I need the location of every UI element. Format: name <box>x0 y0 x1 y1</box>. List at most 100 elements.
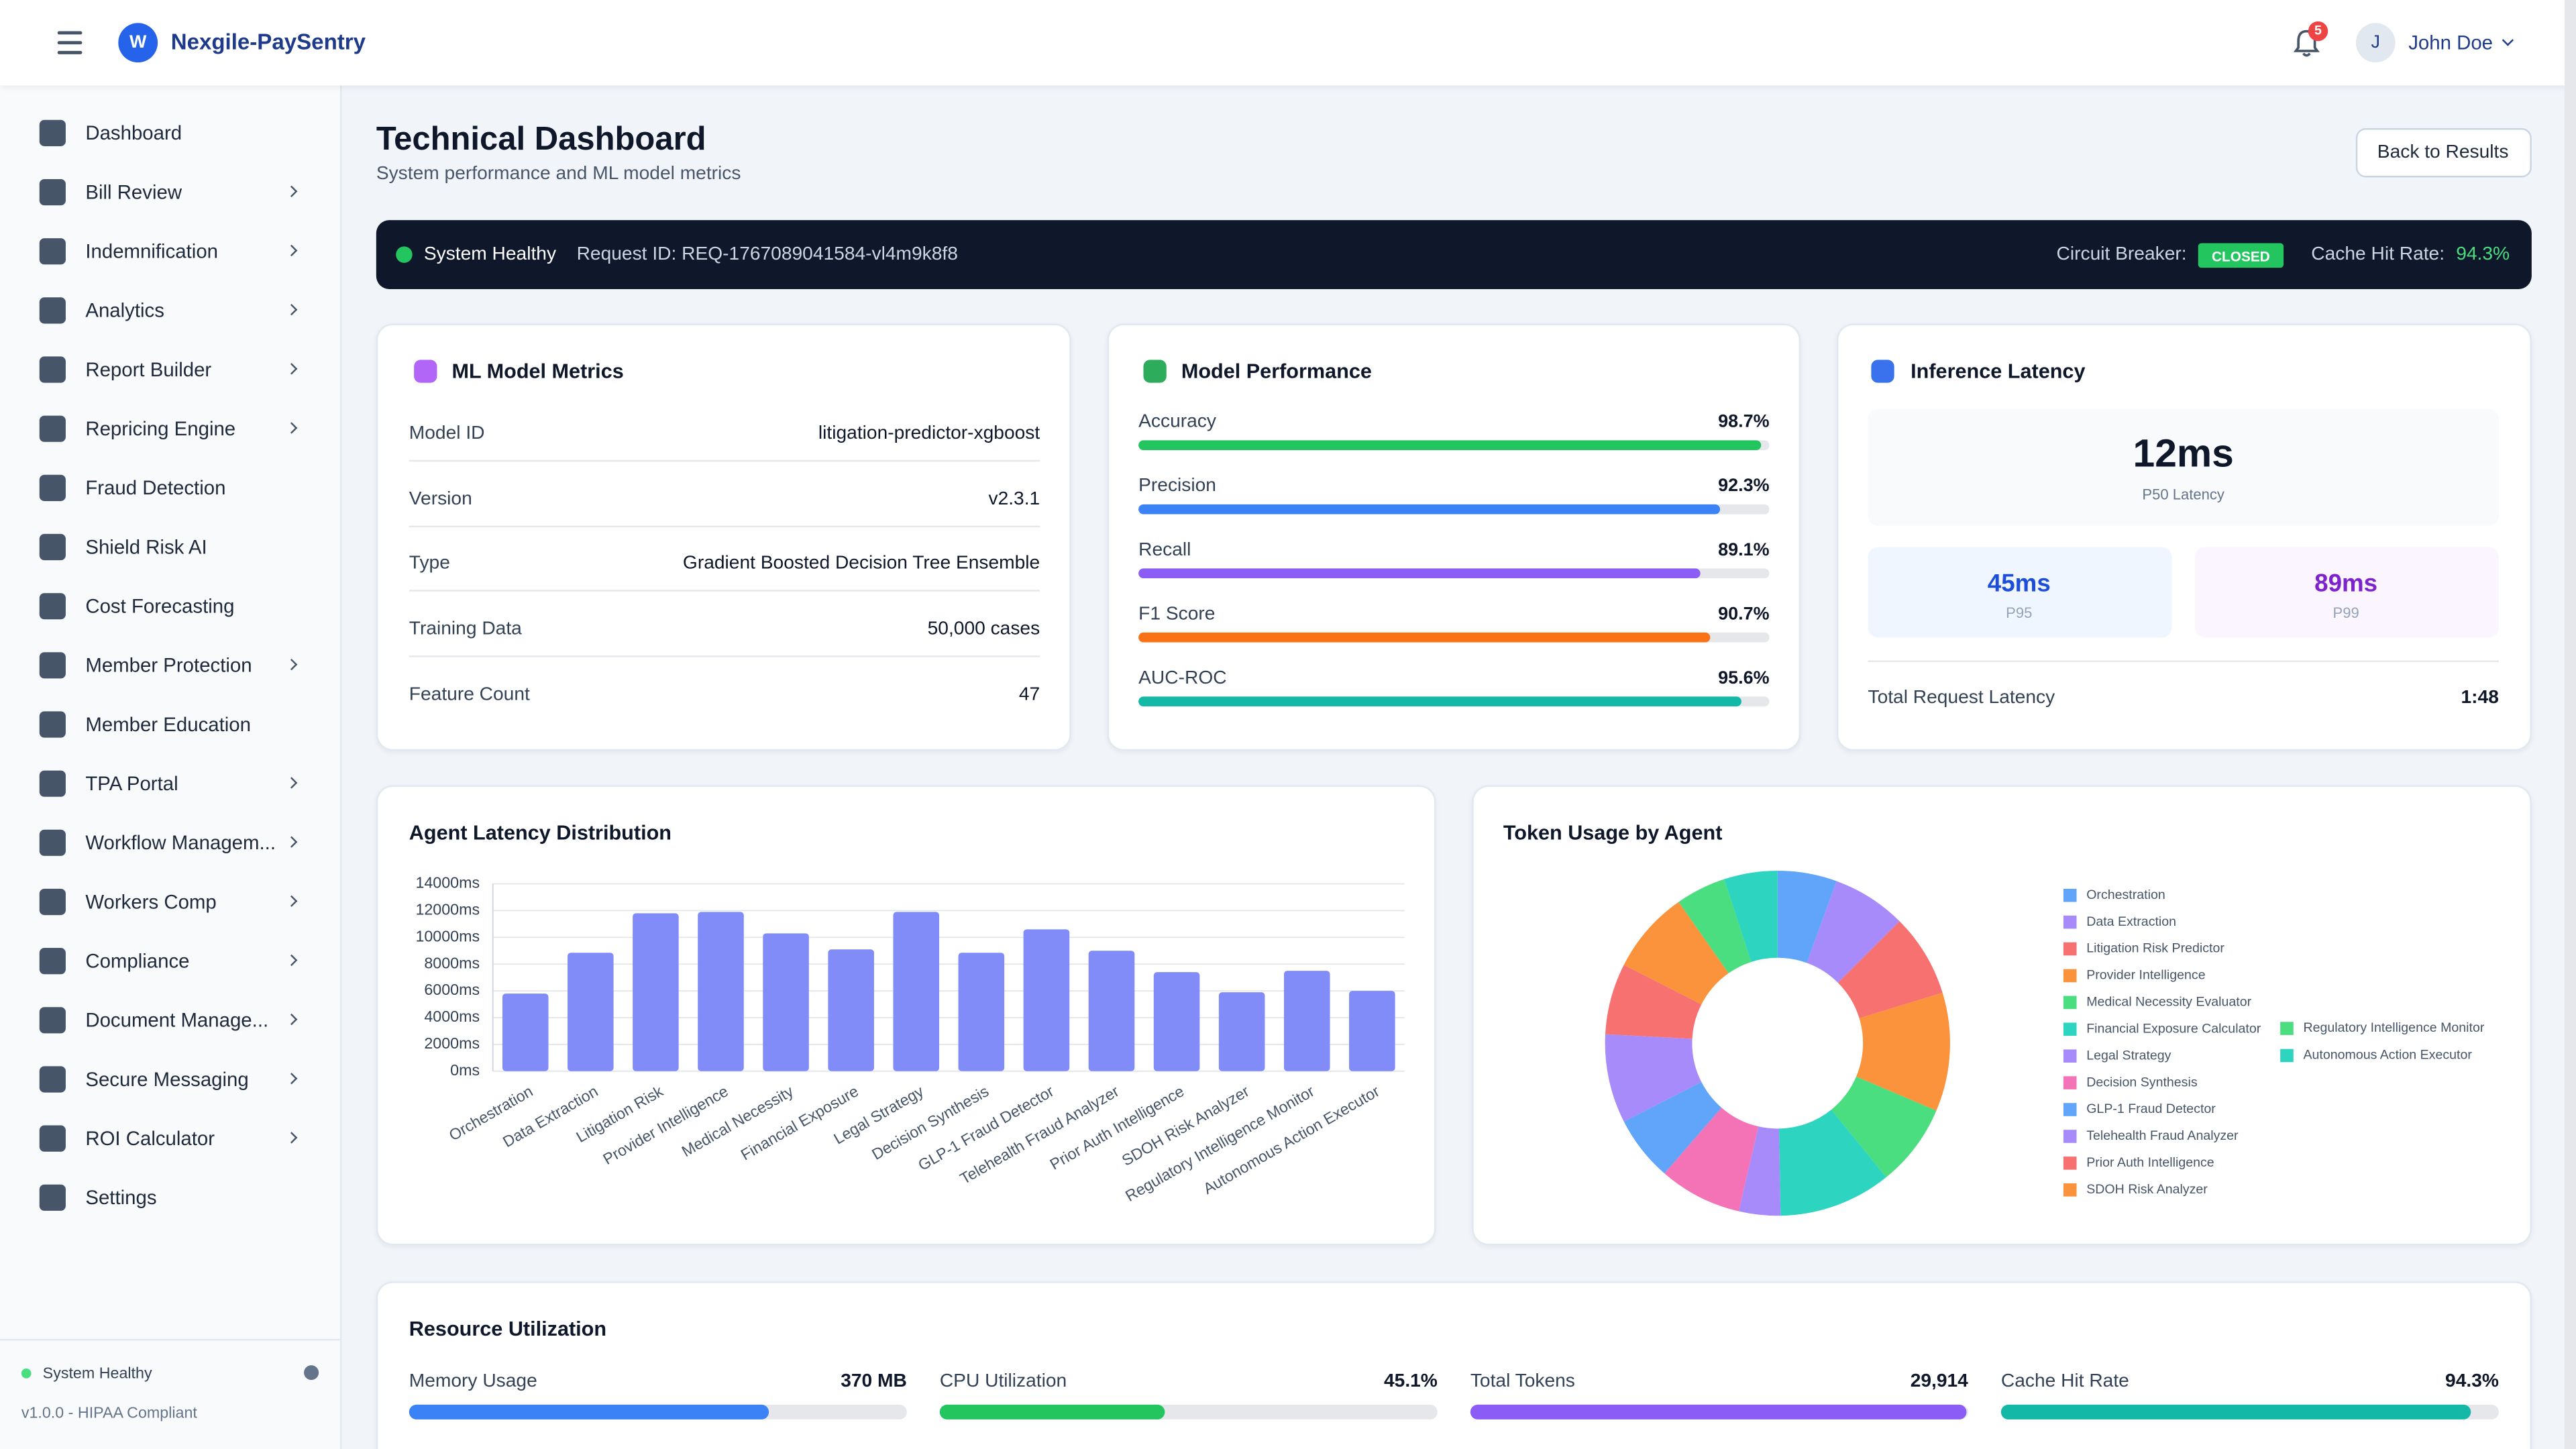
metric-value: 47 <box>1018 685 1040 705</box>
status-dot <box>21 1368 32 1379</box>
legend-label: Autonomous Action Executor <box>2303 1048 2472 1063</box>
legend-swatch <box>2063 888 2077 902</box>
badge-count: 5 <box>2314 23 2322 38</box>
pie-slice <box>1623 1081 1722 1174</box>
legend-label: Orchestration <box>2086 888 2165 902</box>
progress-fill <box>1470 1404 1967 1419</box>
nav-label: Workers Comp <box>85 890 217 914</box>
legend-swatch <box>2063 915 2077 929</box>
bar <box>763 933 809 1071</box>
card-title: Resource Utilization <box>409 1318 607 1341</box>
progress-fill <box>2000 1404 2471 1419</box>
p99-value: 89ms <box>2314 570 2378 598</box>
pie-slice <box>1623 902 1729 1005</box>
cache-value: 94.3% <box>2456 244 2510 265</box>
scrollbar <box>2564 0 2576 1449</box>
metric-name: Precision <box>1138 476 1217 496</box>
bar <box>502 994 549 1071</box>
nav-icon <box>39 119 66 146</box>
legend-label: Financial Exposure Calculator <box>2086 1021 2261 1036</box>
pie-slice <box>1724 870 1778 962</box>
metric-label: Training Data <box>409 619 522 639</box>
legend-label: Provider Intelligence <box>2086 968 2206 983</box>
nav-label: Repricing Engine <box>85 417 236 441</box>
legend-label: Litigation Risk Predictor <box>2086 941 2224 956</box>
nav-icon <box>39 1007 66 1034</box>
nav-label: ROI Calculator <box>85 1127 215 1150</box>
status-dot <box>396 246 413 263</box>
info-icon[interactable] <box>304 1365 319 1381</box>
bar <box>828 949 874 1071</box>
pie-slice <box>1678 879 1752 973</box>
metric-value: 90.7% <box>1718 604 1770 625</box>
ml-metrics-card <box>376 323 1071 751</box>
y-tick-label: 6000ms <box>424 981 480 998</box>
card-title: Inference Latency <box>1911 360 2086 383</box>
row-divider <box>409 525 1040 528</box>
bar <box>1088 951 1135 1071</box>
nav-label: TPA Portal <box>85 772 178 796</box>
legend-swatch <box>2063 996 2077 1010</box>
pie-slice <box>1738 1126 1781 1216</box>
metric-label: Feature Count <box>409 685 530 705</box>
legend-swatch <box>2280 1049 2294 1063</box>
bar <box>893 912 940 1071</box>
metric-value: 95.6% <box>1718 668 1770 689</box>
badge <box>2308 21 2328 42</box>
legend-label: Medical Necessity Evaluator <box>2086 995 2251 1010</box>
pie-slice <box>1605 965 1702 1039</box>
bar <box>1153 972 1200 1071</box>
nav-label: Settings <box>85 1186 157 1210</box>
metric-value: litigation-predictor-xgboost <box>818 423 1040 444</box>
resource-value: 94.3% <box>2445 1371 2499 1392</box>
back-button[interactable] <box>2355 128 2532 178</box>
p95-value: 45ms <box>1987 570 2051 598</box>
nav-icon <box>39 1184 66 1211</box>
bar <box>1218 992 1265 1071</box>
nav-icon <box>39 1125 66 1152</box>
y-tick-label: 4000ms <box>424 1008 480 1025</box>
metric-value: 92.3% <box>1718 476 1770 496</box>
nav-icon <box>39 829 66 856</box>
nav-label: Compliance <box>85 949 190 973</box>
page-title: Technical Dashboard <box>376 121 706 158</box>
menu-line <box>57 50 83 54</box>
sidebar-divider <box>0 1338 342 1341</box>
legend-swatch <box>2063 1049 2077 1063</box>
user-avatar <box>2355 23 2396 63</box>
y-tick-label: 12000ms <box>415 901 480 918</box>
resource-label: Total Tokens <box>1470 1371 1575 1392</box>
p99-label: P99 <box>2332 604 2359 621</box>
legend-swatch <box>2063 969 2077 983</box>
row-divider <box>409 655 1040 657</box>
bar <box>568 953 614 1071</box>
legend-label: Prior Auth Intelligence <box>2086 1155 2214 1170</box>
metric-name: AUC-ROC <box>1138 668 1227 689</box>
legend-label: Telehealth Fraud Analyzer <box>2086 1128 2239 1143</box>
progress-fill <box>409 1404 769 1419</box>
progress-fill <box>939 1404 1165 1419</box>
row-divider <box>409 590 1040 592</box>
circuit-label: Circuit Breaker: <box>2056 244 2187 265</box>
bar <box>698 912 744 1071</box>
metric-value: v2.3.1 <box>988 489 1040 510</box>
pie-slice <box>1779 1110 1886 1216</box>
legend-swatch <box>2063 1130 2077 1143</box>
user-name: John Doe <box>2408 31 2493 54</box>
icon <box>414 360 437 383</box>
metric-value: 89.1% <box>1718 540 1770 561</box>
chart-title: Token Usage by Agent <box>1503 821 1723 845</box>
nav-label: Analytics <box>85 299 164 323</box>
logo-letter: W <box>129 32 147 53</box>
nav-label: Indemnification <box>85 239 219 263</box>
bar <box>1023 929 1070 1071</box>
menu-line <box>57 31 83 34</box>
pie-slice <box>1777 870 1837 963</box>
metric-name: Accuracy <box>1138 412 1216 433</box>
nav-icon <box>39 178 66 206</box>
legend-label: Data Extraction <box>2086 914 2176 929</box>
pie-slice <box>1664 1108 1759 1212</box>
metric-name: F1 Score <box>1138 604 1216 625</box>
nav-label: Secure Messaging <box>85 1067 249 1091</box>
